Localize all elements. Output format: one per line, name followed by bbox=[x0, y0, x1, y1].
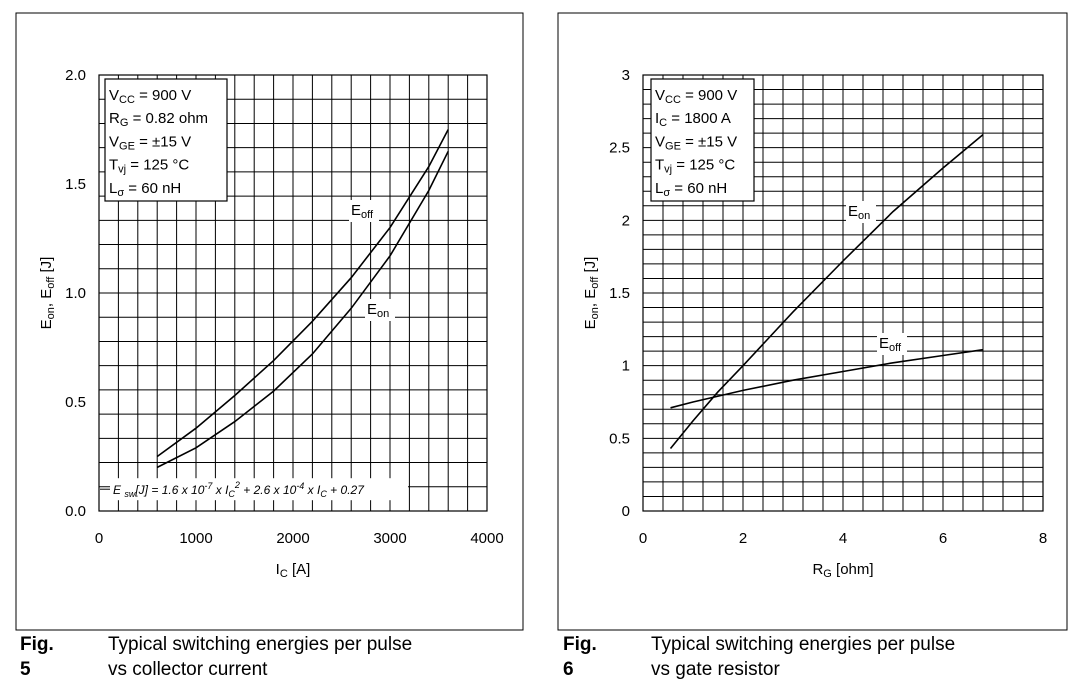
fig5-label: Fig. 5 bbox=[20, 634, 54, 680]
y-tick-label: 0.5 bbox=[609, 430, 630, 447]
condition-line: VCC = 900 V bbox=[109, 87, 191, 106]
x-tick-label: 4000 bbox=[470, 530, 503, 547]
condition-line: VCC = 900 V bbox=[655, 87, 737, 106]
series-label-e-on: Eon bbox=[848, 203, 870, 222]
series-label-bg bbox=[846, 201, 876, 223]
y-tick-label: 1.0 bbox=[65, 285, 86, 302]
fig5-caption-line2: vs collector current bbox=[108, 659, 268, 680]
chart0-frame bbox=[15, 12, 524, 631]
conditions-box bbox=[104, 78, 228, 202]
series-label-e-off: Eoff bbox=[879, 335, 902, 354]
condition-line: Lσ = 60 nH bbox=[655, 180, 727, 199]
chart1-frame bbox=[557, 12, 1068, 631]
x-tick-label: 0 bbox=[639, 530, 647, 547]
y-tick-label: 1.5 bbox=[65, 176, 86, 193]
condition-line: VGE = ±15 V bbox=[655, 133, 737, 152]
series-line-e-on bbox=[156, 150, 449, 469]
y-tick-label: 2.0 bbox=[65, 67, 86, 84]
condition-line: Lσ = 60 nH bbox=[109, 180, 181, 199]
series-label-e-off: Eoff bbox=[351, 202, 374, 221]
series-label-e-on: Eon bbox=[367, 301, 389, 320]
chart1-plot-border bbox=[642, 74, 1044, 512]
condition-line: Tvj = 125 °C bbox=[655, 157, 735, 176]
y-tick-label: 0.5 bbox=[65, 394, 86, 411]
series-line-e-on bbox=[669, 133, 984, 450]
fig6-caption-line2: vs gate resistor bbox=[651, 659, 780, 680]
condition-line: VGE = ±15 V bbox=[109, 133, 191, 152]
condition-line: RG = 0.82 ohm bbox=[109, 110, 208, 129]
chart0-plot-border bbox=[98, 74, 488, 512]
y-tick-label: 2 bbox=[622, 212, 630, 229]
y-axis-label: Eon, Eoff [J] bbox=[582, 257, 601, 330]
fig5-caption-line1: Typical switching energies per pulse bbox=[108, 634, 413, 655]
y-tick-label: 0.0 bbox=[65, 503, 86, 520]
x-tick-label: 2000 bbox=[276, 530, 309, 547]
x-tick-label: 4 bbox=[839, 530, 847, 547]
series-line-e-off bbox=[670, 348, 984, 409]
y-axis-label: Eon, Eoff [J] bbox=[38, 257, 57, 330]
x-tick-label: 2 bbox=[739, 530, 747, 547]
y-tick-label: 0 bbox=[622, 503, 630, 520]
formula-text: E sw[J] = 1.6 x 10-7 x IC2 + 2.6 x 10-4 … bbox=[113, 480, 365, 499]
y-tick-label: 2.5 bbox=[609, 140, 630, 157]
fig6-label: Fig. 6 bbox=[563, 634, 597, 680]
x-axis-label: RG [ohm] bbox=[812, 561, 873, 580]
x-tick-label: 8 bbox=[1039, 530, 1047, 547]
x-tick-label: 6 bbox=[939, 530, 947, 547]
x-tick-label: 3000 bbox=[373, 530, 406, 547]
series-label-bg bbox=[877, 333, 907, 355]
conditions-box bbox=[650, 78, 755, 202]
x-tick-label: 0 bbox=[95, 530, 103, 547]
series-label-bg bbox=[349, 200, 379, 222]
condition-line: IC = 1800 A bbox=[655, 110, 731, 129]
formula-bg bbox=[110, 478, 408, 501]
y-tick-label: 1.5 bbox=[609, 285, 630, 302]
fig6-caption-line1: Typical switching energies per pulse bbox=[651, 634, 956, 655]
condition-line: Tvj = 125 °C bbox=[109, 157, 189, 176]
series-line-e-off bbox=[156, 129, 449, 458]
x-tick-label: 1000 bbox=[179, 530, 212, 547]
y-tick-label: 1 bbox=[622, 358, 630, 375]
y-tick-label: 3 bbox=[622, 67, 630, 84]
series-label-bg bbox=[365, 299, 395, 321]
x-axis-label: IC [A] bbox=[276, 561, 311, 580]
